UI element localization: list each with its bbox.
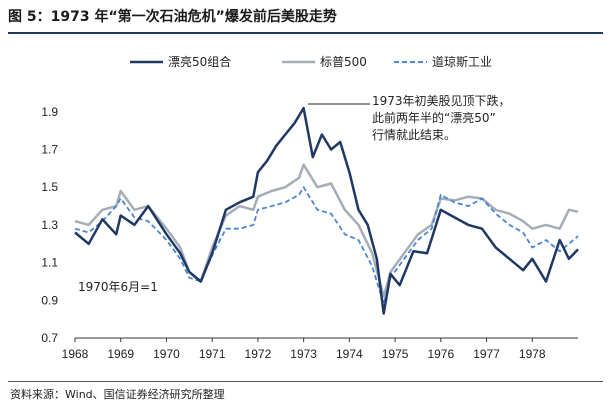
- x-tick-label: 1970: [153, 347, 180, 361]
- legend-label-dow: 道琼斯工业: [432, 54, 492, 69]
- series-line-1: [74, 163, 579, 298]
- x-tick-label: 1973: [290, 347, 317, 361]
- annotation-line-2: 此前两年半的“漂亮50”: [372, 110, 496, 125]
- annotation-line-1: 1973年初美股见顶下跌，: [372, 93, 511, 108]
- x-tick-label: 1978: [519, 347, 546, 361]
- x-tick-label: 1971: [199, 347, 226, 361]
- x-tick-label: 1975: [382, 347, 409, 361]
- x-tick-label: 1977: [473, 347, 500, 361]
- y-tick-label: 1.3: [41, 218, 58, 232]
- y-tick-label: 1.7: [41, 143, 58, 157]
- series-line-0: [74, 106, 579, 315]
- baseline-note: 1970年6月=1: [78, 280, 158, 294]
- x-tick-label: 1969: [107, 347, 134, 361]
- x-tick-label: 1976: [427, 347, 454, 361]
- y-tick-label: 1.9: [41, 105, 58, 119]
- y-tick-label: 1.5: [41, 180, 58, 194]
- y-tick-label: 0.9: [41, 293, 58, 307]
- x-tick-label: 1972: [245, 347, 272, 361]
- title-rule: [8, 32, 603, 34]
- series-line-2: [74, 186, 579, 306]
- source-note: 资料来源：Wind、国信证券经济研究所整理: [10, 388, 225, 401]
- x-tick-group: 1968 1969 1970 1971 1972 1973 1974 1975 1976 1977…: [62, 338, 546, 361]
- y-tick-label: 1.1: [41, 256, 58, 270]
- legend-label-nifty: 漂亮50组合: [168, 54, 231, 69]
- legend-label-sp500: 标普500: [320, 55, 367, 69]
- legend: 漂亮50组合 标普500 道琼斯工业: [130, 54, 492, 69]
- y-tick-group: 0.7 0.9 1.1 1.3 1.5 1.7 1.9: [41, 105, 58, 345]
- annotation-line-3: 行情就此结束。: [372, 128, 456, 142]
- figure-title: 图 5：1973 年“第一次石油危机”爆发前后美股走势: [8, 9, 337, 25]
- y-tick-label: 0.7: [41, 331, 58, 345]
- x-tick-label: 1968: [62, 347, 89, 361]
- series-group: [74, 106, 579, 315]
- footer-rule: [8, 381, 603, 382]
- x-tick-label: 1974: [336, 347, 363, 361]
